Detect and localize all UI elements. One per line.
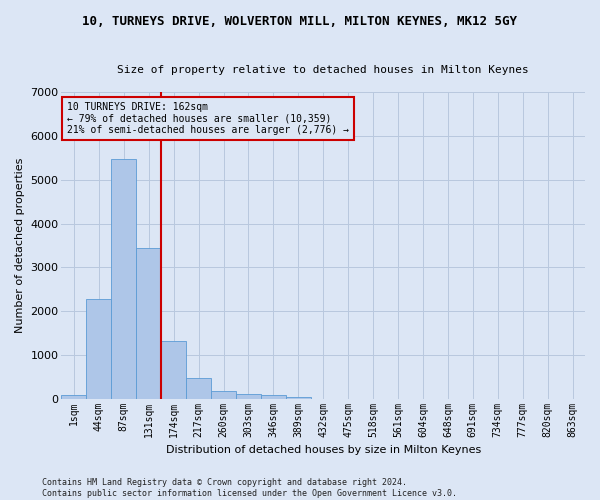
Bar: [236, 394, 261, 398]
Bar: [86, 299, 112, 398]
Bar: [211, 392, 236, 398]
Bar: [161, 342, 186, 398]
Y-axis label: Number of detached properties: Number of detached properties: [15, 158, 25, 333]
Text: 10, TURNEYS DRIVE, WOLVERTON MILL, MILTON KEYNES, MK12 5GY: 10, TURNEYS DRIVE, WOLVERTON MILL, MILTO…: [83, 15, 517, 28]
Text: 10 TURNEYS DRIVE: 162sqm
← 79% of detached houses are smaller (10,359)
21% of se: 10 TURNEYS DRIVE: 162sqm ← 79% of detach…: [67, 102, 349, 135]
Bar: [186, 378, 211, 398]
Bar: [261, 396, 286, 398]
Bar: [136, 248, 161, 398]
Bar: [112, 159, 136, 398]
Text: Contains HM Land Registry data © Crown copyright and database right 2024.
Contai: Contains HM Land Registry data © Crown c…: [42, 478, 457, 498]
Title: Size of property relative to detached houses in Milton Keynes: Size of property relative to detached ho…: [118, 65, 529, 75]
Bar: [61, 396, 86, 398]
X-axis label: Distribution of detached houses by size in Milton Keynes: Distribution of detached houses by size …: [166, 445, 481, 455]
Bar: [286, 396, 311, 398]
